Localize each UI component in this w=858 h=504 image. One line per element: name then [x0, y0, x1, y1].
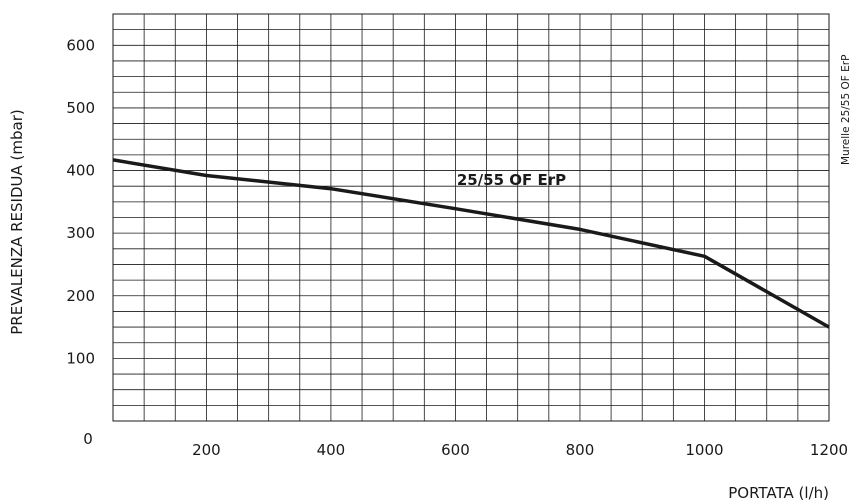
series-layer: 25/55 OF ErP — [112, 158, 830, 329]
series-line — [112, 158, 830, 329]
side-model-label: Murelle 25/55 OF ErP — [840, 55, 852, 165]
x-tick-label: 600 — [441, 441, 470, 459]
x-tick-label: 1000 — [685, 441, 723, 459]
x-axis-label: PORTATA (l/h) — [728, 484, 829, 502]
y-tick-label: 100 — [66, 349, 95, 367]
y-tick-label: 500 — [66, 99, 95, 117]
x-tick-label: 800 — [566, 441, 595, 459]
origin-tick-label: 0 — [83, 430, 93, 448]
tick-labels: 100 200 300 400 500 600 200 400 600 800 1000 1200 — [66, 36, 848, 459]
plot-frame — [112, 13, 830, 422]
y-tick-label: 600 — [66, 36, 95, 54]
y-tick-label: 400 — [66, 162, 95, 180]
y-tick-label: 300 — [66, 224, 95, 242]
y-axis-label: PREVALENZA RESIDUA (mbar) — [8, 109, 26, 334]
grid — [112, 13, 830, 422]
series-label: 25/55 OF ErP — [457, 171, 566, 189]
x-tick-label: 200 — [192, 441, 221, 459]
y-tick-label: 200 — [66, 287, 95, 305]
x-tick-label: 400 — [317, 441, 346, 459]
x-tick-label: 1200 — [810, 441, 848, 459]
